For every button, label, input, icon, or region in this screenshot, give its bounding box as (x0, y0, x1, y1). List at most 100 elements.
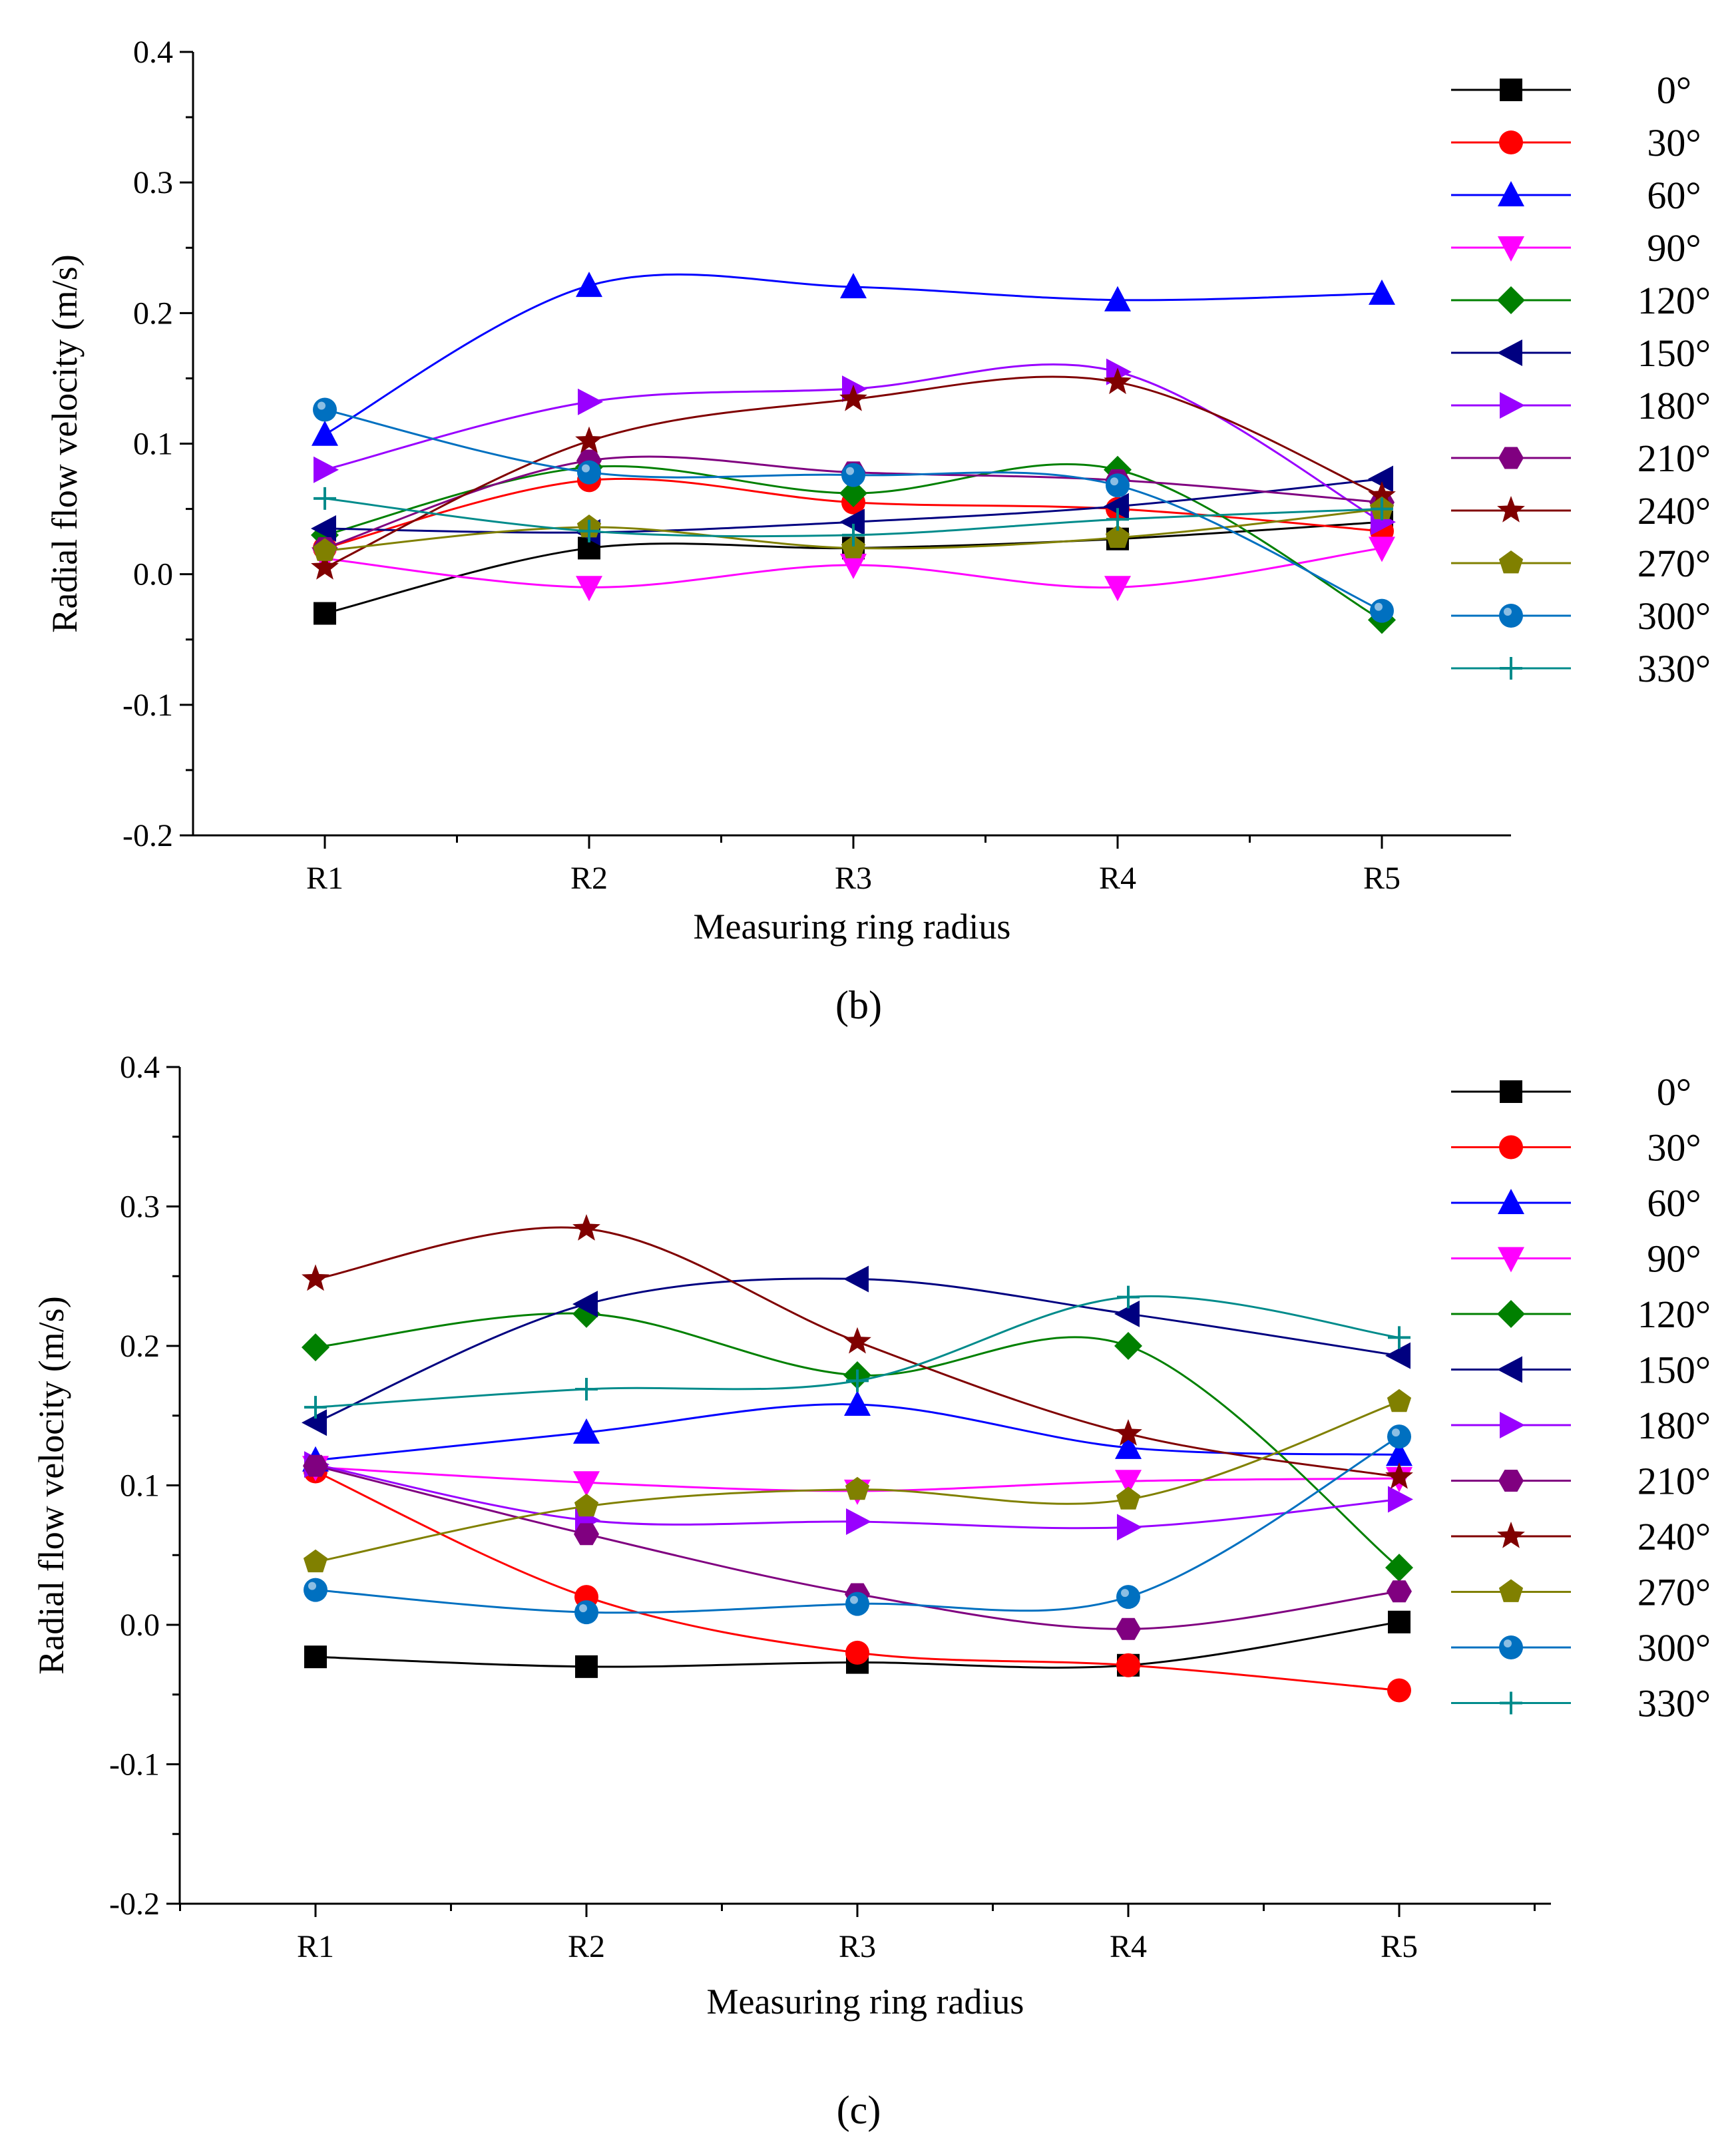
data-point (577, 460, 601, 485)
ball-marker-body (1499, 604, 1523, 628)
data-point (1104, 576, 1131, 602)
data-point (844, 1390, 871, 1416)
legend-label: 90° (1647, 1237, 1701, 1281)
ball-marker-body (845, 1592, 869, 1616)
chart-b: -0.2 -0.1 0.0 0.1 0.2 0.3 0.4 R1 R2 R3 R4 R5 Measuri… (45, 35, 1711, 1027)
series-2 (312, 272, 1395, 446)
legend-label: 270° (1637, 542, 1711, 585)
data-point (1387, 1389, 1412, 1412)
data-point (839, 384, 867, 411)
ball-marker-highlight (582, 464, 590, 473)
ball-marker-highlight (1392, 1428, 1400, 1437)
legend-label: 210° (1637, 437, 1711, 480)
data-point (573, 1471, 600, 1497)
legend-marker (1497, 1522, 1525, 1548)
data-point (575, 1377, 598, 1400)
series-11 (304, 1285, 1410, 1419)
ball-marker-body (1387, 1424, 1411, 1449)
data-point (840, 273, 867, 299)
data-point (574, 1523, 599, 1546)
legend-marker (1500, 1080, 1522, 1103)
legend: 0° 30° 60° 90° 120° 150° 180° 210° 240° 270° 300° 3… (1451, 69, 1711, 690)
data-point (846, 1369, 869, 1393)
data-point (1116, 1585, 1140, 1610)
legend-marker (1498, 1247, 1524, 1273)
x-tick-label: R4 (1099, 861, 1136, 896)
ball-marker-body (1499, 1635, 1523, 1659)
series-line (315, 1226, 1400, 1478)
legend-marker (1500, 1691, 1522, 1715)
data-point (842, 523, 865, 546)
legend-label: 210° (1637, 1460, 1711, 1503)
series-11 (314, 487, 1393, 546)
legend-label: 180° (1637, 384, 1711, 427)
ball-marker-body (1106, 473, 1130, 498)
legend-label: 90° (1647, 226, 1701, 270)
x-tick-label: R2 (570, 861, 608, 896)
data-point (303, 1549, 328, 1573)
data-point (1388, 1326, 1410, 1349)
y-tick-label: 0.4 (120, 1050, 160, 1085)
y-tick-label: 0.1 (120, 1468, 160, 1504)
legend-marker (1497, 339, 1522, 366)
legend-marker (1498, 1189, 1524, 1214)
ball-marker-highlight (1110, 477, 1118, 486)
data-point (841, 463, 865, 487)
legend-marker (1499, 604, 1523, 628)
data-point (311, 552, 339, 580)
data-point (1387, 1678, 1411, 1703)
data-point (846, 1508, 871, 1535)
y-tick-label: 0.4 (133, 35, 173, 70)
data-point (304, 1396, 327, 1419)
legend-label: 60° (1647, 1182, 1701, 1225)
legend-label: 150° (1637, 331, 1711, 375)
figure-caption: (c) (837, 2088, 881, 2132)
y-tick-label: 0.1 (133, 427, 173, 462)
data-point (314, 456, 339, 483)
data-point (314, 487, 336, 510)
data-point (845, 1592, 869, 1616)
series-line (315, 1312, 1400, 1569)
series-line (324, 273, 1383, 436)
data-point (1115, 1470, 1142, 1496)
data-point (1115, 1433, 1142, 1459)
y-tick-label: 0.3 (133, 165, 173, 200)
legend-label: 60° (1647, 174, 1701, 217)
data-point (1368, 465, 1393, 493)
legend-marker (1499, 1635, 1523, 1659)
data-point (1114, 1332, 1142, 1360)
data-point (1117, 1514, 1142, 1541)
data-point (1116, 1617, 1141, 1640)
data-point (574, 1493, 599, 1517)
ball-marker-body (304, 1578, 327, 1602)
legend-label: 0° (1657, 69, 1691, 112)
data-point (1386, 1440, 1412, 1466)
y-tick-label: -0.2 (109, 1886, 160, 1922)
ball-marker-body (577, 460, 601, 485)
legend-marker (1498, 447, 1524, 469)
ball-marker-highlight (1504, 1639, 1512, 1647)
x-tick-label: R3 (835, 861, 872, 896)
series-8 (311, 367, 1396, 580)
ball-marker-highlight (1375, 602, 1383, 611)
data-point (845, 1476, 870, 1500)
data-point (1385, 1342, 1410, 1369)
data-point (572, 1291, 598, 1318)
ball-marker-body (841, 463, 865, 487)
ball-marker-body (313, 397, 337, 422)
data-point (1385, 1554, 1413, 1582)
legend-marker (1497, 496, 1525, 523)
data-point (841, 535, 866, 558)
ball-marker-highlight (579, 1604, 587, 1613)
legend-marker (1497, 1300, 1525, 1328)
legend-marker (1498, 1470, 1524, 1492)
legend-marker (1497, 1356, 1522, 1383)
data-point (302, 1264, 329, 1291)
data-point (1104, 493, 1129, 520)
legend-label: 150° (1637, 1349, 1711, 1392)
data-point (1106, 473, 1130, 498)
chart-c: -0.2 -0.1 0.0 0.1 0.2 0.3 0.4 R1 R2 R3 R4 R5 Measuri… (31, 1050, 1711, 2132)
legend-label: 0° (1657, 1070, 1691, 1114)
legend-label: 30° (1647, 1126, 1701, 1170)
legend-label: 120° (1637, 279, 1711, 322)
